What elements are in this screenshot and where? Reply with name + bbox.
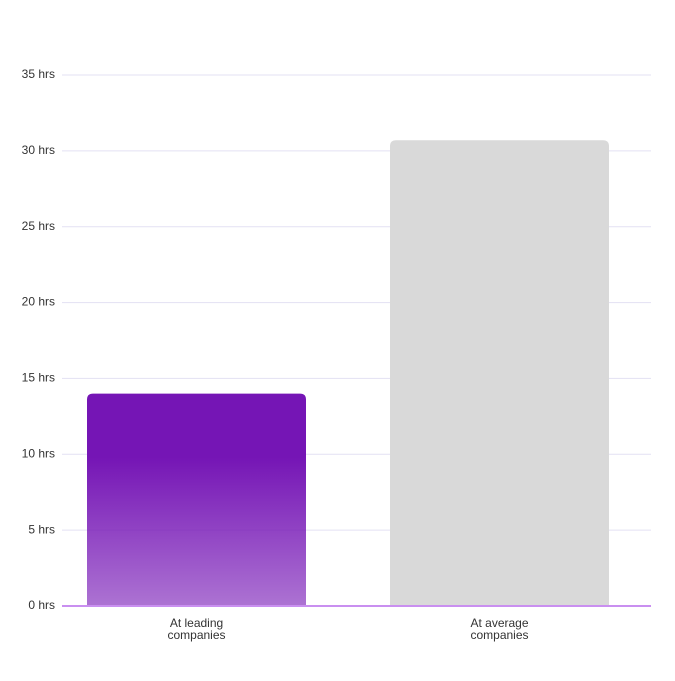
x-tick-label: At average companies xyxy=(470,616,529,642)
y-tick-label: 30 hrs xyxy=(22,143,55,157)
bar xyxy=(87,393,306,606)
x-tick-label: At leading companies xyxy=(167,616,226,642)
y-tick-label: 5 hrs xyxy=(28,522,55,536)
y-tick-label: 15 hrs xyxy=(22,371,55,385)
y-tick-label: 0 hrs xyxy=(28,598,55,612)
bar xyxy=(390,140,609,607)
y-tick-label: 20 hrs xyxy=(22,295,55,309)
y-tick-label: 35 hrs xyxy=(22,67,55,81)
y-tick-label: 25 hrs xyxy=(22,219,55,233)
y-tick-label: 10 hrs xyxy=(22,446,55,460)
